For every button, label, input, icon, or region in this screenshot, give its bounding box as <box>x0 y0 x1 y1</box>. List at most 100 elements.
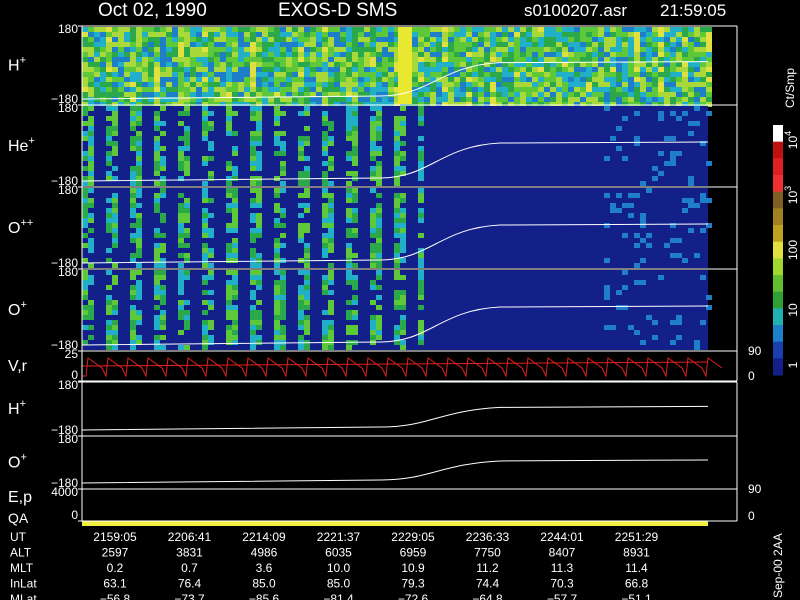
spectrogram-cell <box>154 52 160 57</box>
spectrogram-cell <box>496 47 502 52</box>
spectrogram-cell <box>466 42 472 47</box>
spectrogram-cell <box>490 52 496 57</box>
spectrogram-cell <box>136 136 142 141</box>
spectrogram-cell <box>346 126 352 131</box>
spectrogram-cell <box>274 121 280 126</box>
spectrogram-cell <box>646 32 652 37</box>
spectrogram-cell <box>472 82 478 87</box>
spectrogram-cell <box>556 97 562 102</box>
spectrogram-cell <box>496 32 502 37</box>
spectrogram-cell <box>160 32 166 37</box>
spectrogram-cell <box>328 300 334 305</box>
spectrogram-cell <box>568 47 574 52</box>
spectrogram-cell <box>226 253 232 258</box>
spectrogram-cell <box>460 82 466 87</box>
spectrogram-cell <box>304 270 310 275</box>
spectrogram-cell <box>106 87 112 92</box>
spectrogram-cell <box>700 320 706 325</box>
spectrogram-cell <box>88 131 94 136</box>
spectrogram-cell <box>130 116 136 121</box>
spectrogram-cell <box>304 228 310 233</box>
spectrogram-cell <box>514 32 520 37</box>
spectrogram-cell <box>298 77 304 82</box>
spectrogram-cell <box>502 37 508 42</box>
spectrogram-cell <box>124 32 130 37</box>
spectrogram-cell <box>604 67 610 72</box>
spectrogram-cell <box>532 57 538 62</box>
spectrogram-cell <box>130 223 136 228</box>
spectrogram-cell <box>184 233 190 238</box>
spectrogram-cell <box>106 325 112 330</box>
spectrogram-cell <box>670 340 676 345</box>
spectrogram-cell <box>526 42 532 47</box>
spectrogram-cell <box>574 57 580 62</box>
spectrogram-cell <box>220 97 226 102</box>
spectrogram-cell <box>640 213 646 218</box>
spectrogram-cell <box>664 77 670 82</box>
spectrogram-cell <box>616 37 622 42</box>
spectrogram-cell <box>256 193 262 198</box>
spectrogram-cell <box>418 106 424 111</box>
spectrogram-cell <box>628 325 634 330</box>
spectrogram-cell <box>352 310 358 315</box>
panel-label-text: O <box>8 455 20 472</box>
spectrogram-cell <box>202 37 208 42</box>
spectrogram-cell <box>316 77 322 82</box>
spectrogram-cell <box>400 345 406 350</box>
spectrogram-cell <box>346 32 352 37</box>
spectrogram-cell <box>208 47 214 52</box>
spectrogram-cell <box>154 77 160 82</box>
spectrogram-cell <box>682 258 688 263</box>
spectrogram-cell <box>376 161 382 166</box>
spectrogram-cell <box>616 42 622 47</box>
spectrogram-cell <box>616 193 622 198</box>
spectrogram-cell <box>178 42 184 47</box>
spectrogram-cell <box>304 223 310 228</box>
spectrogram-cell <box>472 27 478 32</box>
spectrogram-cell <box>226 57 232 62</box>
spectrogram-cell <box>346 188 352 193</box>
spectrogram-cell <box>232 295 238 300</box>
spectrogram-cell <box>358 67 364 72</box>
spectrogram-cell <box>184 126 190 131</box>
spectrogram-cell <box>304 77 310 82</box>
spectrogram-cell <box>538 77 544 82</box>
spectrogram-cell <box>256 92 262 97</box>
spectrogram-cell <box>82 67 88 72</box>
panel-label-sup: + <box>20 398 26 410</box>
spectrogram-cell <box>394 72 400 77</box>
spectrogram-cell <box>250 92 256 97</box>
spectrogram-cell <box>496 27 502 32</box>
spectrogram-cell <box>148 32 154 37</box>
spectrogram-cell <box>370 325 376 330</box>
spectrogram-cell <box>262 57 268 62</box>
spectrogram-cell <box>460 52 466 57</box>
spectrogram-cell <box>238 57 244 62</box>
spectrogram-cell <box>250 310 256 315</box>
spectrogram-cell <box>550 82 556 87</box>
spectrogram-cell <box>208 97 214 102</box>
spectrogram-cell <box>118 57 124 62</box>
spectrogram-cell <box>262 32 268 37</box>
spectrogram-cell <box>124 37 130 42</box>
spectrogram-cell <box>136 77 142 82</box>
spectrogram-cell <box>118 87 124 92</box>
spectrogram-cell <box>580 67 586 72</box>
spectrogram-cell <box>556 82 562 87</box>
spectrogram-cell <box>232 223 238 228</box>
spectrogram-cell <box>184 161 190 166</box>
spectrogram-cell <box>364 97 370 102</box>
spectrogram-cell <box>178 310 184 315</box>
spectrogram-cell <box>238 27 244 32</box>
spectrogram-cell <box>340 87 346 92</box>
spectrogram-cell <box>322 87 328 92</box>
spectrogram-cell <box>670 37 676 42</box>
spectrogram-cell <box>628 77 634 82</box>
spectrogram-cell <box>400 228 406 233</box>
spectrogram-cell <box>214 67 220 72</box>
spectrogram-cell <box>178 315 184 320</box>
spectrogram-cell <box>160 146 166 151</box>
spectrogram-cell <box>226 77 232 82</box>
colorbar-label: 104 <box>783 131 800 149</box>
spectrogram-cell <box>268 77 274 82</box>
